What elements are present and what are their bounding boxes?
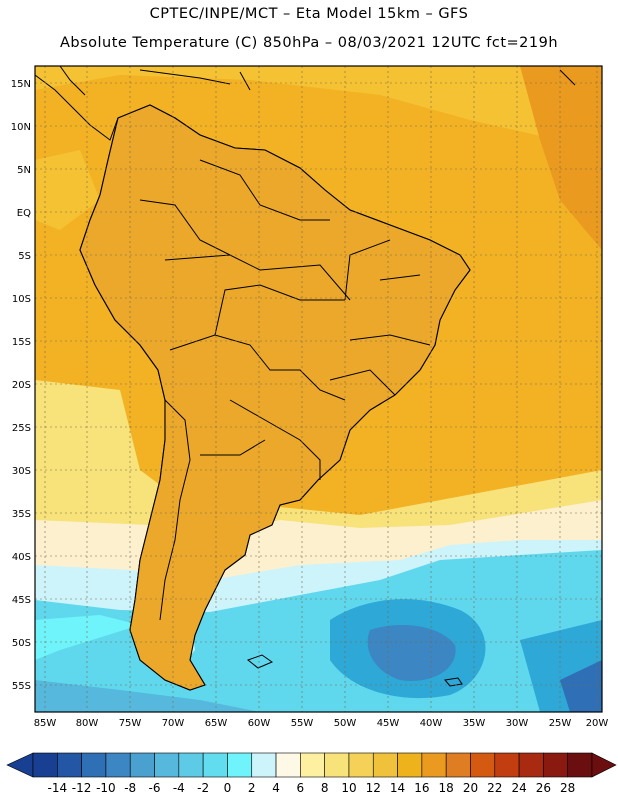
lat-label: 25S [12, 423, 31, 434]
map-subtitle: Absolute Temperature (C) 850hPa – 08/03/… [59, 35, 559, 51]
colorbar-swatch [543, 752, 568, 778]
lon-label: 50W [334, 718, 357, 729]
colorbar-label: 28 [560, 781, 575, 795]
lat-label: 10N [11, 122, 31, 133]
boundary-lines [35, 66, 576, 691]
colorbar-label: -14 [47, 781, 67, 795]
lat-label: 15S [12, 337, 31, 348]
colorbar-swatch [348, 752, 374, 778]
map-title: CPTEC/INPE/MCT – Eta Model 15km – GFS [149, 6, 469, 22]
lat-label: 5S [18, 251, 31, 262]
colorbar-swatch [129, 752, 155, 778]
colorbar-label: 12 [366, 781, 381, 795]
colorbar-label: -2 [197, 781, 209, 795]
colorbar-label: -8 [124, 781, 136, 795]
colorbar-label: 14 [390, 781, 405, 795]
lat-label: 55S [12, 681, 31, 692]
lat-label: 15N [11, 79, 31, 90]
colorbar-swatch [227, 752, 253, 778]
colorbar-label: -4 [173, 781, 185, 795]
colorbar-label: 0 [224, 781, 232, 795]
colorbar-label: 8 [321, 781, 329, 795]
colorbar-swatch [397, 752, 423, 778]
lat-label: EQ [17, 208, 31, 219]
colorbar-label: 10 [341, 781, 356, 795]
lon-label: 45W [377, 718, 400, 729]
lat-label: 5N [17, 165, 31, 176]
lon-label: 65W [205, 718, 228, 729]
colorbar-swatch [518, 752, 544, 778]
lon-label: 55W [291, 718, 314, 729]
colorbar-max-arrow [591, 752, 617, 778]
colorbar-swatch [57, 752, 82, 778]
colorbar-label: 26 [536, 781, 551, 795]
colorbar-swatch [32, 752, 58, 778]
lon-label: 35W [463, 718, 486, 729]
colorbar-swatch [251, 752, 277, 778]
colorbar-swatch [178, 752, 204, 778]
colorbar-swatch [494, 752, 520, 778]
lon-label: 25W [549, 718, 572, 729]
lat-label: 30S [12, 466, 31, 477]
lat-label: 20S [12, 380, 31, 391]
colorbar-label: 18 [439, 781, 454, 795]
lat-label: 10S [12, 294, 31, 305]
lon-label: 75W [119, 718, 142, 729]
colorbar-swatch [372, 752, 398, 778]
lat-label: 40S [12, 552, 31, 563]
colorbar-swatch [324, 752, 350, 778]
lon-label: 80W [76, 718, 99, 729]
lon-label: 30W [506, 718, 529, 729]
lon-label: 70W [162, 718, 185, 729]
colorbar-label: 2 [248, 781, 256, 795]
colorbar-swatch [275, 752, 301, 778]
colorbar: -14 -12 -10 -8 -6 -4 -2 0 2 4 6 8 10 12 14 16 18 20 22 24 26… [6, 752, 617, 795]
colorbar-swatch [567, 752, 593, 778]
colorbar-swatch [105, 752, 131, 778]
colorbar-min-arrow [6, 752, 34, 778]
lat-label: 45S [12, 595, 31, 606]
colorbar-swatch [470, 752, 496, 778]
colorbar-label: -12 [72, 781, 92, 795]
colorbar-label: 4 [272, 781, 280, 795]
colorbar-swatch [421, 752, 447, 778]
longitude-labels: 85W 80W 75W 70W 65W 60W 55W 50W 45W 40W … [34, 718, 609, 729]
lat-label: 50S [12, 638, 31, 649]
lon-label: 60W [248, 718, 271, 729]
colorbar-label: -10 [96, 781, 116, 795]
colorbar-label: 16 [414, 781, 429, 795]
colorbar-label: 22 [487, 781, 502, 795]
latitude-labels: 15N 10N 5N EQ 5S 10S 15S 20S 25S 30S 35S… [11, 79, 31, 692]
colorbar-swatch [81, 752, 107, 778]
colorbar-swatch [202, 752, 228, 778]
lat-label: 35S [12, 509, 31, 520]
colorbar-swatch [445, 752, 471, 778]
lon-label: 40W [420, 718, 443, 729]
colorbar-label: -6 [149, 781, 161, 795]
colorbar-label: 24 [511, 781, 526, 795]
colorbar-label: 6 [297, 781, 305, 795]
colorbar-swatch [154, 752, 180, 778]
lon-label: 20W [586, 718, 609, 729]
map-frame [34, 65, 603, 713]
lon-label: 85W [34, 718, 57, 729]
colorbar-swatch [300, 752, 325, 778]
colorbar-label: 20 [463, 781, 478, 795]
